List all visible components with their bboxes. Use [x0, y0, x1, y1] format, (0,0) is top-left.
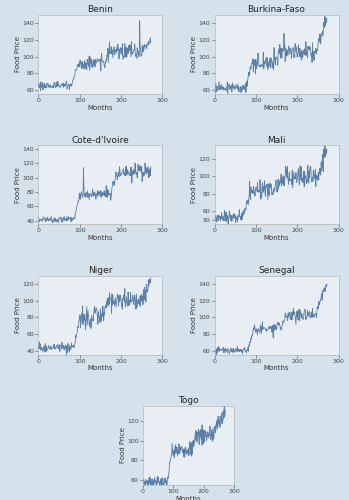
X-axis label: Months: Months	[264, 104, 289, 110]
Title: Burkina-Faso: Burkina-Faso	[247, 5, 305, 14]
X-axis label: Months: Months	[264, 365, 289, 371]
Title: Mali: Mali	[267, 136, 286, 144]
Title: Senegal: Senegal	[258, 266, 295, 275]
X-axis label: Months: Months	[88, 365, 113, 371]
Y-axis label: Food Price: Food Price	[15, 297, 21, 333]
X-axis label: Months: Months	[88, 235, 113, 241]
Y-axis label: Food Price: Food Price	[191, 36, 197, 72]
Title: Togo: Togo	[178, 396, 199, 405]
Y-axis label: Food Price: Food Price	[191, 297, 197, 333]
X-axis label: Months: Months	[176, 496, 201, 500]
Y-axis label: Food Price: Food Price	[191, 167, 197, 203]
Title: Benin: Benin	[88, 5, 113, 14]
Title: Cote-d'Ivoire: Cote-d'Ivoire	[72, 136, 129, 144]
Title: Niger: Niger	[88, 266, 113, 275]
Y-axis label: Food Price: Food Price	[15, 36, 21, 72]
Y-axis label: Food Price: Food Price	[120, 428, 126, 464]
Y-axis label: Food Price: Food Price	[15, 167, 21, 203]
X-axis label: Months: Months	[264, 235, 289, 241]
X-axis label: Months: Months	[88, 104, 113, 110]
